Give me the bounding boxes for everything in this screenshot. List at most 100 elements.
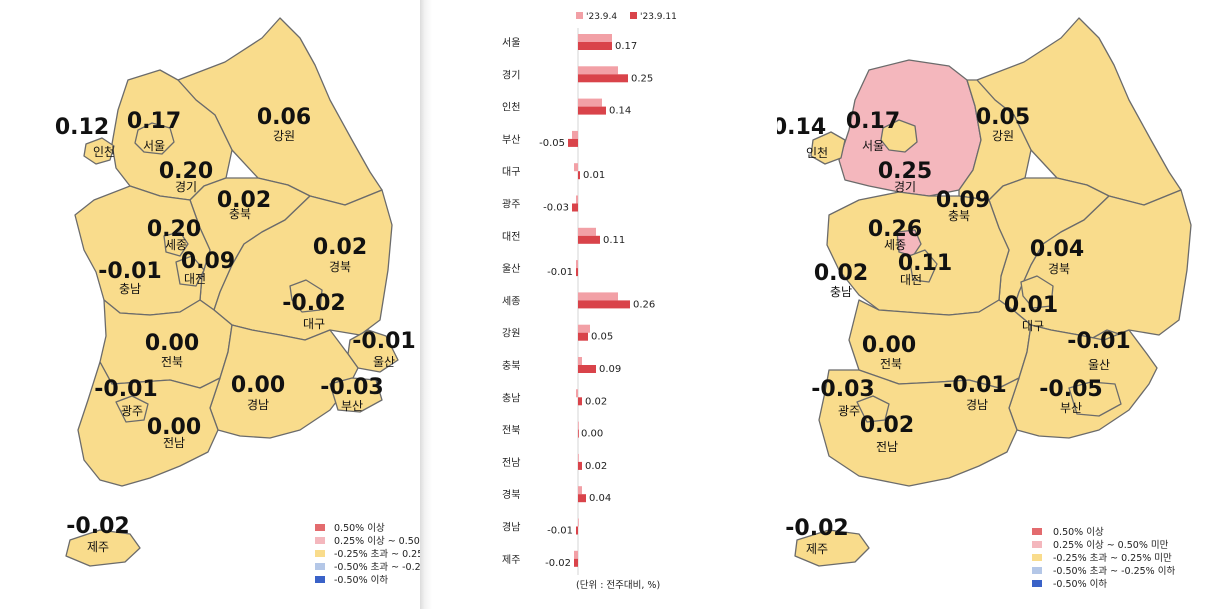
value-label-15: -0.01: [547, 526, 573, 537]
bar-prev-3: [572, 130, 578, 139]
value-label-daejeon: 0.09: [181, 249, 235, 274]
category-label-10: 충북: [502, 360, 520, 372]
value-label-jeju: -0.02: [66, 514, 129, 539]
region-name-gyeongnam: 경남: [966, 398, 988, 412]
region-sejong: [163, 231, 189, 257]
bar-curr-6: [578, 235, 600, 244]
region-incheon: [810, 131, 846, 165]
bar-prev-8: [578, 292, 618, 301]
legend-text-4: -0.50% 초과 ~ -0.25% 이하: [1053, 565, 1175, 577]
value-label-4: 0.01: [583, 170, 605, 181]
value-label-daejeon: 0.11: [898, 251, 952, 276]
region-name-jeonnam: 전남: [876, 440, 898, 454]
value-label-gwangju: -0.03: [811, 377, 874, 402]
legend-text-4: -0.50% 초과 ~ -0.25%: [334, 562, 420, 573]
value-label-sejong: 0.20: [147, 217, 201, 242]
bar-prev-11: [576, 389, 578, 398]
value-label-gyeongbuk: 0.04: [1030, 237, 1084, 262]
region-name-busan: 부산: [341, 399, 363, 413]
value-label-chungnam: 0.02: [814, 261, 868, 286]
category-label-1: 경기: [502, 68, 520, 81]
legend-text-1: 0.50% 이상: [334, 523, 385, 534]
value-label-chungbuk: 0.02: [217, 188, 271, 213]
legend-swatch-2: [315, 537, 325, 544]
region-name-jeju: 제주: [806, 542, 828, 556]
value-label-busan: -0.05: [1039, 377, 1102, 402]
value-label-gyeonggi: 0.20: [159, 159, 213, 184]
bar-prev-10: [578, 357, 582, 365]
region-name-gwangju: 광주: [121, 404, 143, 418]
region-name-gyeonggi: 경기: [894, 180, 916, 194]
map-previous-week: 0.12 인천 0.17 서울 0.06 강원 0.20 경기 0.02 충북 0.20 세종 0.09…: [0, 0, 420, 609]
region-name-incheon: 인천: [806, 145, 828, 160]
region-name-gwangju: 광주: [838, 404, 860, 418]
bar-prev-1: [578, 66, 618, 75]
value-label-jeonnam: 0.00: [147, 415, 201, 440]
bar-prev-15: [578, 518, 579, 527]
region-jeonnam: [77, 361, 221, 487]
region-name-ulsan: 울산: [1088, 358, 1110, 372]
region-name-gyeonggi: 경기: [175, 180, 197, 194]
bar-curr-8: [578, 300, 630, 309]
bar-curr-10: [578, 365, 596, 373]
bar-prev-9: [578, 324, 590, 333]
bar-prev-14: [578, 486, 582, 495]
value-label-daegu: -0.02: [282, 291, 345, 316]
bar-prev-7: [576, 260, 578, 269]
bar-prev-16: [574, 550, 578, 559]
region-name-gyeongbuk: 경북: [329, 260, 351, 274]
bar-curr-14: [578, 494, 586, 503]
region-name-daegu: 대구: [303, 317, 325, 331]
value-label-gangwon: 0.05: [976, 105, 1030, 130]
legend-swatch-5: [1032, 580, 1042, 587]
category-label-9: 강원: [502, 328, 520, 340]
category-label-5: 광주: [502, 199, 520, 211]
value-label-jeonbuk: 0.00: [862, 333, 916, 358]
legend-left: 0.50% 이상 0.25% 이상 ~ 0.50% -0.25% 초과 ~ 0.…: [315, 523, 420, 586]
value-label-6: 0.11: [603, 235, 625, 246]
legend-swatch-curr: [630, 12, 637, 19]
value-label-jeonbuk: 0.00: [145, 331, 199, 356]
value-label-gyeongbuk: 0.02: [313, 235, 367, 260]
value-label-gyeongnam: -0.01: [943, 373, 1006, 398]
bar-prev-6: [578, 227, 596, 236]
value-label-jeonnam: 0.02: [860, 413, 914, 438]
category-label-8: 세종: [502, 295, 520, 307]
bar-prev-13: [578, 453, 579, 462]
legend-right: 0.50% 이상 0.25% 이상 ~ 0.50% 미만 -0.25% 초과 ~…: [1032, 527, 1175, 590]
legend-swatch-4: [315, 563, 325, 570]
bar-curr-9: [578, 332, 588, 341]
region-name-jeonbuk: 전북: [161, 355, 183, 369]
region-name-gangwon: 강원: [992, 129, 1014, 143]
legend-swatch-1: [315, 524, 325, 531]
region-name-busan: 부산: [1060, 401, 1082, 415]
value-label-sejong: 0.26: [868, 217, 922, 242]
region-name-sejong: 세종: [165, 238, 187, 252]
region-name-gyeongbuk: 경북: [1048, 262, 1070, 276]
region-chungnam: [74, 185, 211, 316]
region-name-gangwon: 강원: [273, 129, 295, 143]
value-label-16: -0.02: [545, 558, 571, 569]
category-label-3: 부산: [502, 134, 520, 146]
bar-curr-16: [574, 558, 578, 567]
category-label-0: 서울: [502, 37, 520, 49]
region-name-seoul: 서울: [143, 139, 165, 153]
bar-prev-5: [576, 195, 578, 204]
bar-prev-4: [574, 163, 578, 172]
region-name-ulsan: 울산: [373, 355, 395, 369]
bar-curr-3: [568, 138, 578, 147]
region-incheon: [83, 137, 115, 165]
bar-prev-0: [578, 34, 612, 42]
region-name-sejong: 세종: [884, 238, 906, 252]
region-name-daejeon: 대전: [900, 273, 922, 287]
category-label-6: 대전: [502, 231, 520, 243]
legend-text-2: 0.25% 이상 ~ 0.50% 미만: [1053, 540, 1169, 551]
region-seoul: [134, 122, 175, 155]
region-busan: [329, 377, 383, 413]
value-label-8: 0.26: [633, 299, 655, 310]
legend-text-2: 0.25% 이상 ~ 0.50%: [334, 536, 420, 547]
legend-label-curr: '23.9.11: [640, 12, 677, 22]
bar-prev-12: [578, 421, 579, 430]
region-name-chungnam: 충남: [119, 282, 141, 296]
